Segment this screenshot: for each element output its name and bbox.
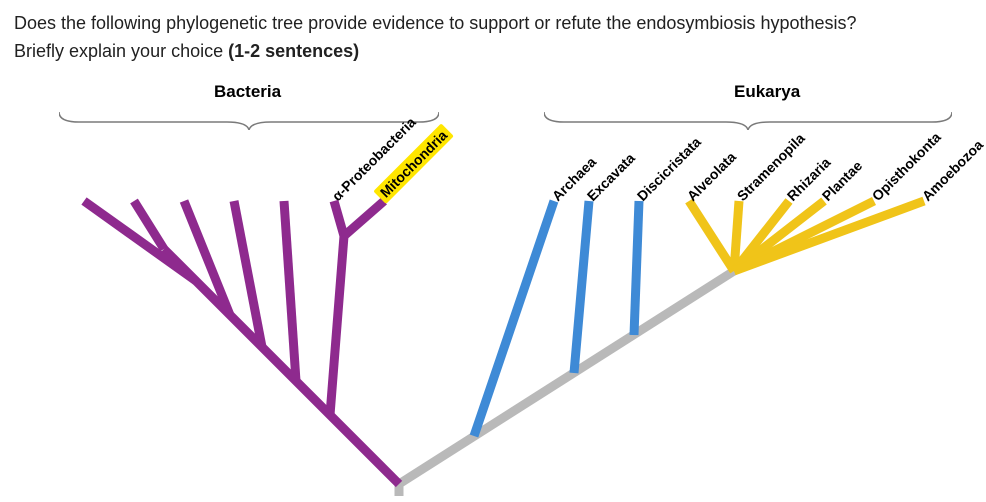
question-line2-prefix: Briefly explain your choice [14, 41, 228, 61]
branch-discicristata [634, 201, 639, 335]
branch-alphaproteo [334, 201, 344, 236]
tree-svg [14, 86, 972, 496]
stem-grey [399, 271, 734, 484]
question-block: Does the following phylogenetic tree pro… [14, 10, 972, 66]
branch-archaea [474, 201, 554, 436]
question-line1: Does the following phylogenetic tree pro… [14, 13, 857, 33]
branch-mitochondria [344, 201, 384, 236]
branch-alveolata [689, 201, 734, 271]
branch-excavata [574, 201, 589, 373]
phylogenetic-tree-figure: Bacteria Eukarya [14, 86, 972, 496]
question-line2-bold: (1-2 sentences) [228, 41, 359, 61]
branch-bact5 [284, 201, 296, 381]
branch-bacteria-main [164, 249, 399, 484]
branch-alphaproteo-stem [330, 236, 344, 415]
